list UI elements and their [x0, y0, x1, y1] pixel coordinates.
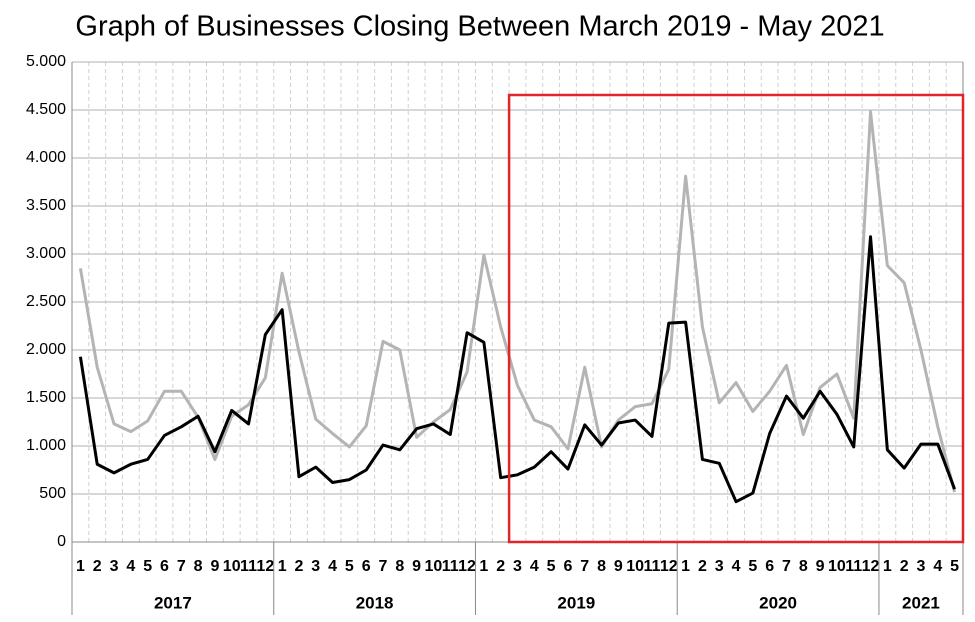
x-tick-label: 2	[698, 558, 707, 575]
series-line	[78, 110, 957, 493]
x-tick-label: 5	[950, 558, 959, 575]
y-tick-label: 0	[57, 533, 66, 550]
x-tick-label: 6	[362, 558, 371, 575]
x-tick-label: 11	[442, 558, 459, 575]
x-tick-label: 8	[799, 558, 808, 575]
x-tick-label: 12	[862, 558, 880, 575]
highlight-box	[507, 93, 965, 544]
x-tick-label: 5	[547, 558, 556, 575]
y-tick-label: 2.500	[26, 293, 66, 310]
x-tick-label: 1	[278, 558, 287, 575]
x-tick-label: 8	[395, 558, 404, 575]
group-label: 2020	[759, 593, 797, 612]
x-tick-label: 4	[328, 558, 337, 575]
y-tick-label: 2.000	[26, 341, 66, 358]
y-tick-label: 4.500	[26, 101, 66, 118]
x-tick-label: 4	[933, 558, 942, 575]
x-tick-label: 1	[479, 558, 488, 575]
y-tick-label: 3.000	[26, 245, 66, 262]
x-tick-label: 9	[412, 558, 421, 575]
y-tick-label: 5.000	[26, 53, 66, 70]
x-tick-label: 6	[563, 558, 572, 575]
x-tick-label: 9	[816, 558, 825, 575]
x-tick-label: 1	[681, 558, 690, 575]
x-tick-label: 8	[194, 558, 203, 575]
x-tick-label: 8	[597, 558, 606, 575]
x-tick-label: 9	[614, 558, 623, 575]
x-tick-label: 5	[143, 558, 152, 575]
x-tick-label: 12	[660, 558, 678, 575]
x-tick-label: 4	[732, 558, 741, 575]
x-tick-label: 10	[223, 558, 241, 575]
y-tick-label: 500	[39, 485, 66, 502]
chart-title: Graph of Businesses Closing Between Marc…	[75, 11, 884, 43]
y-tick-label: 3.500	[26, 197, 66, 214]
x-tick-label: 10	[425, 558, 443, 575]
group-label: 2019	[557, 593, 595, 612]
x-tick-label: 2	[93, 558, 102, 575]
x-tick-label: 1	[76, 558, 85, 575]
x-tick-label: 6	[765, 558, 774, 575]
x-tick-label: 12	[458, 558, 476, 575]
x-tick-label: 9	[210, 558, 219, 575]
y-tick-label: 1.000	[26, 437, 66, 454]
x-tick-label: 2	[496, 558, 505, 575]
x-tick-label: 3	[917, 558, 926, 575]
x-tick-label: 6	[160, 558, 169, 575]
x-tick-label: 12	[256, 558, 274, 575]
x-tick-label: 5	[748, 558, 757, 575]
x-tick-label: 5	[345, 558, 354, 575]
x-tick-label: 2	[294, 558, 303, 575]
group-label: 2017	[154, 593, 192, 612]
x-tick-label: 4	[126, 558, 135, 575]
x-tick-label: 3	[513, 558, 522, 575]
x-tick-label: 3	[311, 558, 320, 575]
x-tick-label: 3	[715, 558, 724, 575]
y-tick-label: 1.500	[26, 389, 66, 406]
group-label: 2021	[902, 593, 940, 612]
x-tick-label: 11	[845, 558, 862, 575]
x-tick-label: 3	[110, 558, 119, 575]
x-tick-label: 11	[644, 558, 661, 575]
x-tick-label: 11	[240, 558, 257, 575]
x-tick-label: 7	[177, 558, 186, 575]
x-tick-label: 7	[580, 558, 589, 575]
x-tick-label: 7	[782, 558, 791, 575]
y-tick-label: 4.000	[26, 149, 66, 166]
x-tick-label: 2	[900, 558, 909, 575]
x-tick-label: 10	[828, 558, 846, 575]
x-tick-label: 4	[530, 558, 539, 575]
x-tick-label: 7	[379, 558, 388, 575]
series-line	[78, 235, 956, 504]
x-tick-label: 10	[626, 558, 644, 575]
group-label: 2018	[356, 593, 394, 612]
x-tick-label: 1	[883, 558, 892, 575]
